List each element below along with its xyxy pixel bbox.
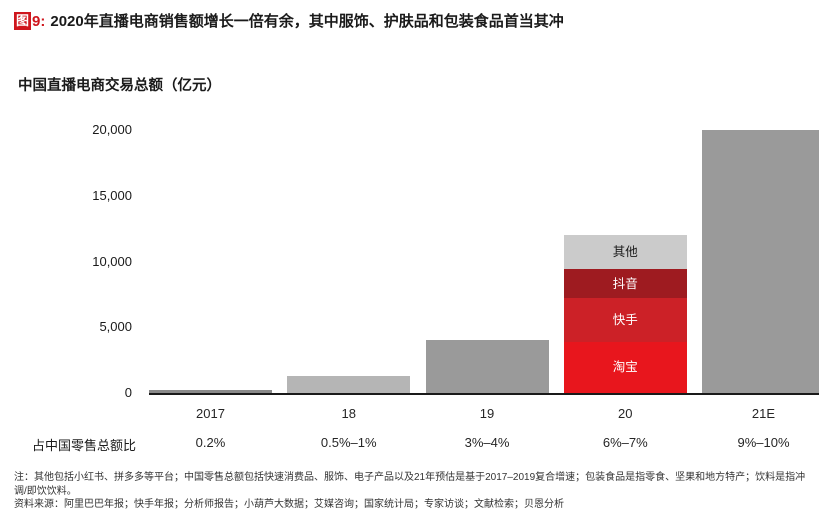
x-axis-label: 2017	[196, 406, 225, 421]
bar-segment-其他: 其他	[563, 235, 687, 270]
chart-title: 中国直播电商交易总额（亿元）	[18, 78, 221, 94]
retail-share-row: 占中国零售总额比 0.2% 0.5%–1% 3%–4% 6%–7% 9%–10%	[32, 435, 819, 453]
bar-segment-label: 淘宝	[612, 360, 638, 375]
figure-title-text: 2020年直播电商销售额增长一倍有余，其中服饰、护肤品和包装食品首当其冲	[50, 13, 564, 30]
note-text: 注：其他包括小红书、拼多多等平台；中国零售总额包括快速消费品、服饰、电子产品以及…	[14, 472, 806, 497]
y-axis-tick-label: 5,000	[99, 319, 132, 335]
bar-18	[287, 375, 411, 393]
footnotes: 注：其他包括小红书、拼多多等平台；中国零售总额包括快速消费品、服饰、电子产品以及…	[14, 471, 814, 512]
bar-segment-label: 抖音	[612, 276, 638, 291]
bar-segment-淘宝: 淘宝	[563, 341, 687, 393]
bar-19	[425, 340, 549, 393]
retail-share-value: 6%–7%	[602, 435, 648, 450]
plot-area: 0 5,000 10,000 15,000 20,000 淘宝 快手 抖音 其他	[92, 122, 819, 400]
retail-share-value: 3%–4%	[464, 435, 510, 450]
x-axis-label: 19	[479, 406, 495, 421]
bar-21E	[702, 130, 819, 393]
bar-segment-快手: 快手	[563, 298, 687, 342]
bar-segment-label: 其他	[612, 245, 638, 260]
source-text: 资料来源：阿里巴巴年报；快手年报；分析师报告；小葫芦大数据；艾媒咨询；国家统计局…	[14, 499, 564, 510]
x-axis-labels: 2017 18 19 20 21E	[149, 406, 819, 421]
y-axis-tick-label: 0	[124, 385, 132, 400]
retail-share-value: 0.2%	[195, 435, 226, 450]
figure-tag-box: 图	[14, 12, 32, 30]
figure-title: 图 9: 2020年直播电商销售额增长一倍有余，其中服饰、护肤品和包装食品首当其冲	[14, 12, 811, 32]
y-axis-tick-label: 10,000	[92, 253, 132, 269]
figure-tag-number: 9:	[32, 13, 46, 30]
x-axis-label: 18	[341, 406, 356, 421]
bar-20: 淘宝 快手 抖音 其他	[563, 235, 687, 393]
bar-chart: 0 5,000 10,000 15,000 20,000 淘宝 快手 抖音 其他 2017 18 1…	[32, 122, 819, 453]
retail-share-row-label: 占中国零售总额比	[32, 438, 137, 453]
figure-tag: 图 9:	[14, 12, 50, 32]
y-axis-tick-label: 15,000	[92, 187, 132, 203]
bar-segment-label: 快手	[612, 312, 638, 327]
retail-share-value: 9%–10%	[737, 435, 790, 450]
bar-2017	[149, 390, 272, 393]
bar-segment-抖音: 抖音	[563, 269, 687, 299]
y-axis-tick-label: 20,000	[92, 122, 132, 137]
retail-share-value: 0.5%–1%	[320, 435, 377, 450]
x-axis-label: 21E	[751, 406, 776, 421]
x-axis-label: 20	[618, 406, 633, 421]
